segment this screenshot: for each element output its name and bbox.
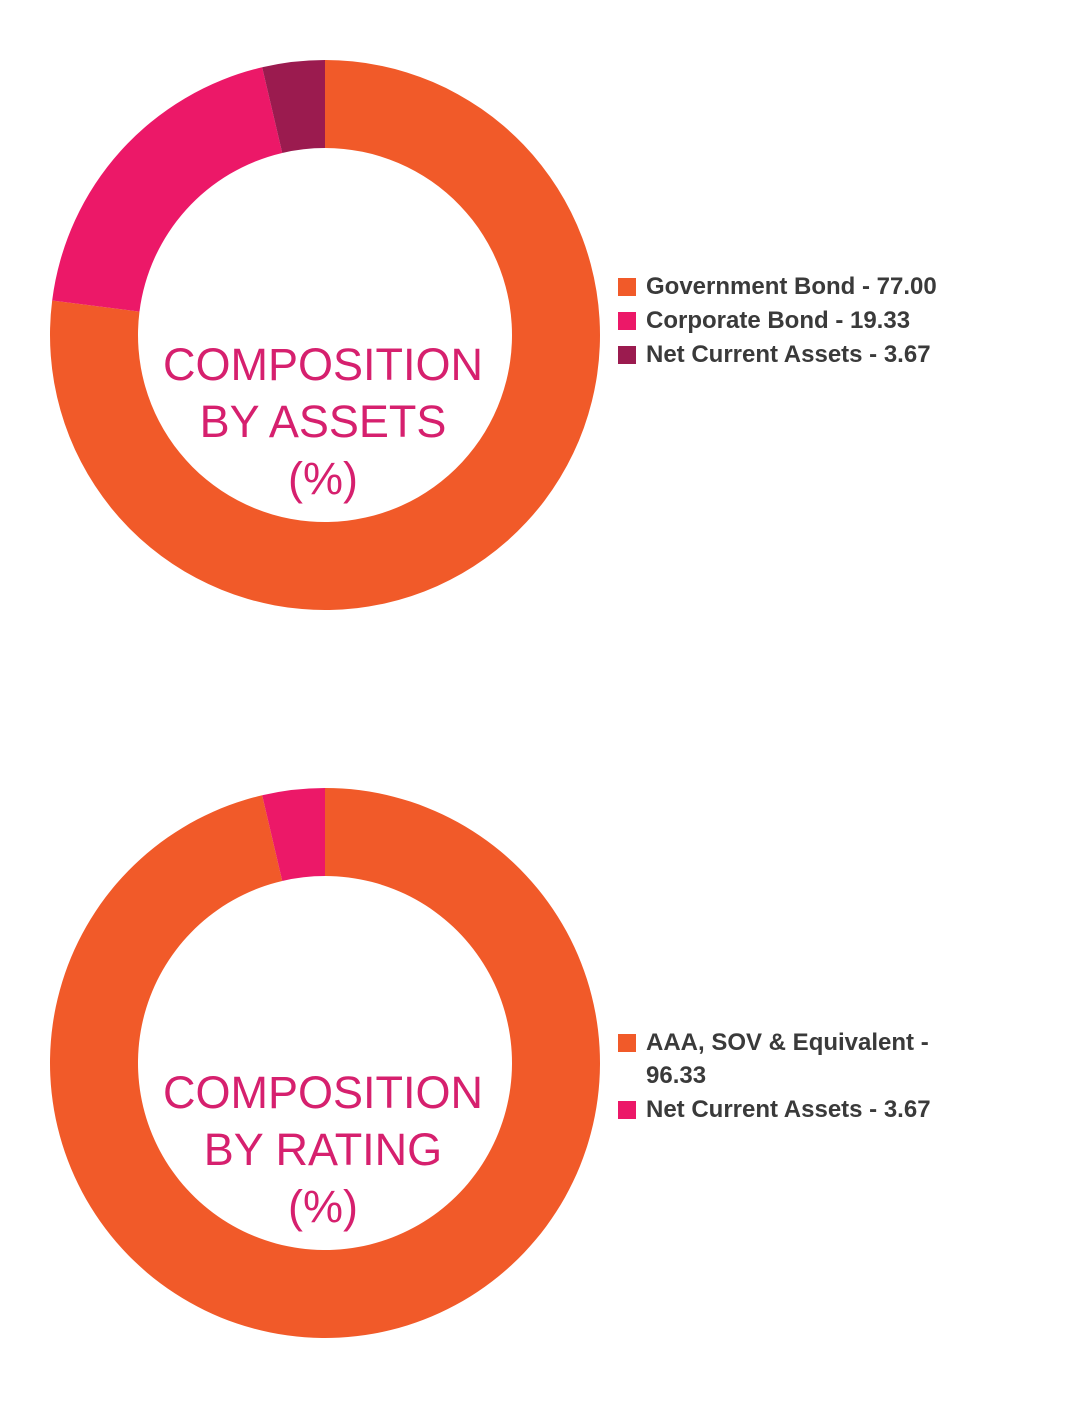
legend-item: Net Current Assets - 3.67 bbox=[618, 338, 978, 371]
legend-label: Government Bond - 77.00 bbox=[646, 273, 937, 300]
legend-swatch bbox=[618, 1034, 636, 1052]
legend-item: Government Bond - 77.00 bbox=[618, 270, 978, 303]
legend-item: Net Current Assets - 3.67 bbox=[618, 1093, 978, 1126]
legend-label: AAA, SOV & Equivalent - 96.33 bbox=[646, 1029, 929, 1089]
pie-slice bbox=[52, 67, 283, 312]
chart-title-line: COMPOSITION bbox=[162, 339, 483, 390]
legend-swatch bbox=[618, 1101, 636, 1119]
legend: Government Bond - 77.00 Corporate Bond -… bbox=[618, 270, 978, 372]
legend: AAA, SOV & Equivalent - 96.33 Net Curren… bbox=[618, 1026, 978, 1127]
chart-composition-by-assets: COMPOSITION BY ASSETS (%) Government Bon… bbox=[0, 50, 1077, 650]
chart-title: COMPOSITION BY ASSETS (%) bbox=[118, 336, 528, 507]
chart-composition-by-rating: COMPOSITION BY RATING (%) AAA, SOV & Equ… bbox=[0, 778, 1077, 1378]
chart-title-line: (%) bbox=[288, 453, 358, 504]
pie-slice bbox=[262, 788, 325, 881]
pie-slice bbox=[262, 60, 325, 153]
pie-slice bbox=[49, 788, 600, 1338]
donut-chart-assets bbox=[49, 60, 600, 610]
pie-slice bbox=[49, 60, 600, 610]
legend-swatch bbox=[618, 312, 636, 330]
legend-label: Net Current Assets - 3.67 bbox=[646, 341, 931, 368]
chart-title-line: COMPOSITION bbox=[162, 1067, 483, 1118]
legend-swatch bbox=[618, 346, 636, 364]
chart-title: COMPOSITION BY RATING (%) bbox=[118, 1064, 528, 1235]
legend-swatch bbox=[618, 278, 636, 296]
donut-chart-rating bbox=[49, 788, 600, 1338]
chart-title-line: (%) bbox=[288, 1181, 358, 1232]
legend-item: Corporate Bond - 19.33 bbox=[618, 304, 978, 337]
legend-item: AAA, SOV & Equivalent - 96.33 bbox=[618, 1026, 978, 1092]
chart-title-line: BY RATING bbox=[203, 1124, 443, 1175]
legend-label: Net Current Assets - 3.67 bbox=[646, 1096, 931, 1123]
legend-label: Corporate Bond - 19.33 bbox=[646, 307, 911, 334]
chart-title-line: BY ASSETS bbox=[199, 396, 447, 447]
